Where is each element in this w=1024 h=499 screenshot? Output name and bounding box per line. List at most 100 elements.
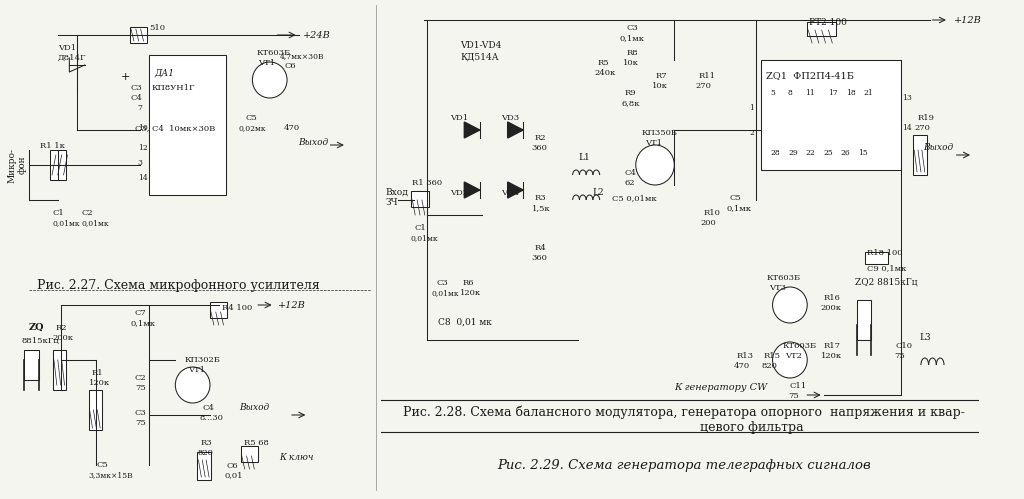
Text: 270: 270 [914,124,930,132]
Text: Д814Г: Д814Г [57,54,86,62]
Circle shape [772,342,807,378]
Text: L3: L3 [920,333,932,342]
Polygon shape [508,182,523,198]
Text: R5 68: R5 68 [244,439,268,447]
Text: 470: 470 [734,362,751,370]
Text: C5 0,01мк: C5 0,01мк [611,194,656,202]
Text: Выход: Выход [239,403,269,412]
Text: R1 360: R1 360 [413,179,442,187]
Text: 240к: 240к [594,69,615,77]
Text: C3: C3 [626,24,638,32]
Text: Выход: Выход [299,138,329,147]
Text: R1 1к: R1 1к [41,142,66,150]
Text: C6: C6 [285,62,296,70]
Text: VT1: VT1 [187,366,205,374]
Text: КП350Б: КП350Б [642,129,678,137]
Text: C4: C4 [130,94,142,102]
Text: Рис. 2.28. Схема балансного модулятора, генератора опорного  напряжения и квар-
: Рис. 2.28. Схема балансного модулятора, … [403,406,965,434]
Text: КТ603Б: КТ603Б [782,342,816,350]
Text: 360: 360 [531,254,548,262]
Polygon shape [464,182,479,198]
Text: 7: 7 [138,104,142,112]
Text: L2: L2 [593,188,604,197]
Text: РТ2 100: РТ2 100 [809,18,847,27]
Text: 5: 5 [771,89,775,97]
Text: 510: 510 [150,24,165,32]
Bar [865,252,888,264]
Text: C3: C3 [436,279,449,287]
Bar [210,302,227,318]
Text: ZQ2 8815кГц: ZQ2 8815кГц [855,278,918,287]
Text: VD2: VD2 [450,189,468,197]
Text: 10: 10 [138,124,147,132]
Text: R7: R7 [655,72,667,80]
Text: R10: R10 [703,209,720,217]
Text: 0,01мк: 0,01мк [53,219,81,227]
Text: R17: R17 [823,342,841,350]
Text: 14: 14 [138,174,147,182]
Text: 10к: 10к [624,59,639,67]
Text: C6: C6 [226,462,238,470]
Text: Микро-
фон: Микро- фон [7,148,27,183]
Text: 21: 21 [863,89,872,97]
Text: R19: R19 [918,114,934,122]
Text: КД514А: КД514А [461,53,499,62]
Text: C5: C5 [246,114,257,122]
Text: VD4: VD4 [501,189,519,197]
Text: 3: 3 [138,159,142,167]
Text: R4 100: R4 100 [221,304,252,312]
Text: C8  0,01 мк: C8 0,01 мк [438,318,493,327]
Text: 10к: 10к [652,82,668,90]
Text: 1,5к: 1,5к [531,204,550,212]
Circle shape [175,367,210,403]
Text: 1: 1 [750,104,755,112]
Text: +12В: +12В [953,15,981,24]
Text: 200к: 200к [53,334,74,342]
Text: C10: C10 [896,342,912,350]
Text: C11: C11 [790,382,807,390]
Text: ZQ: ZQ [29,323,44,332]
Text: 2: 2 [750,129,755,137]
Text: C3, C4  10мк×30В: C3, C4 10мк×30В [135,124,215,132]
Text: R2: R2 [535,134,546,142]
Polygon shape [464,122,479,138]
Bar [89,390,102,430]
Text: R6: R6 [463,279,474,287]
Bar [241,446,258,462]
Text: C7: C7 [135,309,146,317]
Text: 4,7мк×30В: 4,7мк×30В [280,52,324,60]
Text: 3,3мк×15В: 3,3мк×15В [89,471,133,479]
Bar [913,135,927,175]
Text: 0,01: 0,01 [224,471,243,479]
Text: R2: R2 [56,324,68,332]
Text: VT3: VT3 [769,284,785,292]
Text: 0,1мк: 0,1мк [130,319,155,327]
Text: VT2: VT2 [785,352,802,360]
Text: ДА1: ДА1 [155,68,174,77]
Text: 62: 62 [625,179,635,187]
Text: R3: R3 [201,439,212,447]
Text: КТ603Б: КТ603Б [767,274,801,282]
Text: К ключ: К ключ [280,453,313,462]
Text: 18: 18 [846,89,855,97]
Text: 75: 75 [788,392,799,400]
Text: C9 0,1мк: C9 0,1мк [867,264,906,272]
Text: 200: 200 [700,219,716,227]
Text: R18 100: R18 100 [867,249,902,257]
Text: 29: 29 [788,149,798,157]
Text: ZQ1  ФП2П4-41Б: ZQ1 ФП2П4-41Б [766,71,854,80]
Text: VT1: VT1 [258,59,275,67]
Bar [53,350,67,390]
Text: Рис. 2.29. Схема генератора телеграфных сигналов: Рис. 2.29. Схема генератора телеграфных … [497,459,870,472]
Text: 75: 75 [894,352,904,360]
Text: VD1-VD4: VD1-VD4 [461,41,502,50]
Text: C2: C2 [82,209,93,217]
Text: 14: 14 [902,124,912,132]
Text: 0,01мк: 0,01мк [82,219,110,227]
Text: КТ603Б: КТ603Б [256,49,291,57]
Text: 0,02мк: 0,02мк [239,124,266,132]
Text: 820: 820 [198,449,213,457]
Bar [25,350,40,380]
Text: C3: C3 [130,84,141,92]
Text: Выход: Выход [923,143,953,152]
